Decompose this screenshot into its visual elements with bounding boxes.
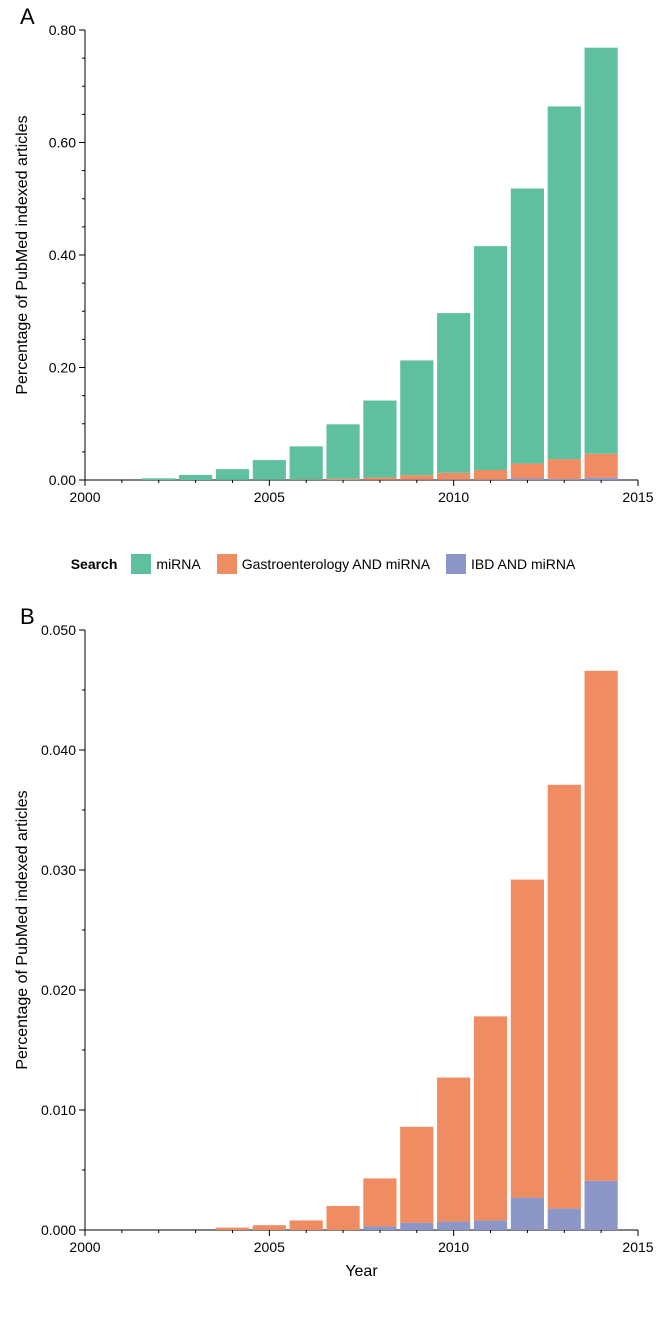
- panel-a-chart: 0.00 0.20 0.40 0.60 0.80 2000 2005 2010 2015 Perc…: [0, 0, 656, 540]
- svg-text:0.000: 0.000: [41, 1222, 76, 1238]
- legend: Search miRNA Gastroenterology AND miRNA …: [0, 540, 656, 600]
- svg-text:2015: 2015: [622, 489, 653, 505]
- legend-swatch-mirna: [131, 554, 151, 574]
- panel-a-label: A: [20, 4, 35, 30]
- legend-item-ibd: IBD AND miRNA: [446, 554, 575, 574]
- svg-text:Year: Year: [345, 1263, 378, 1280]
- panel-b-label: B: [20, 604, 35, 630]
- panel-b-chart: 0.000 0.010 0.020 0.030 0.040 0.050 2000 2005 20…: [0, 600, 656, 1290]
- svg-text:0.030: 0.030: [41, 862, 76, 878]
- legend-swatch-ibd: [446, 554, 466, 574]
- svg-text:2000: 2000: [69, 1239, 100, 1255]
- panel-b: B 0.000 0.010 0.020 0.030 0.040 0.050 2000 2005…: [0, 600, 656, 1290]
- svg-text:0.00: 0.00: [49, 472, 76, 488]
- svg-text:0.020: 0.020: [41, 982, 76, 998]
- legend-label-ibd: IBD AND miRNA: [471, 556, 575, 572]
- svg-text:Percentage of PubMed indexed a: Percentage of PubMed indexed articles: [14, 115, 31, 394]
- svg-text:0.40: 0.40: [49, 247, 76, 263]
- legend-label-gastro: Gastroenterology AND miRNA: [242, 556, 430, 572]
- svg-text:0.60: 0.60: [49, 135, 76, 151]
- panel-a: A 0.00 0.20 0.40 0.60 0.80 2000 2005 2010 2015 Pe…: [0, 0, 656, 540]
- svg-text:2000: 2000: [69, 489, 100, 505]
- legend-item-mirna: miRNA: [131, 554, 200, 574]
- svg-text:0.20: 0.20: [49, 360, 76, 376]
- svg-text:2005: 2005: [254, 489, 285, 505]
- legend-title: Search: [71, 556, 118, 572]
- svg-text:2015: 2015: [622, 1239, 653, 1255]
- svg-text:2010: 2010: [438, 489, 469, 505]
- svg-text:0.010: 0.010: [41, 1102, 76, 1118]
- legend-item-gastro: Gastroenterology AND miRNA: [217, 554, 430, 574]
- svg-text:Percentage of PubMed indexed a: Percentage of PubMed indexed articles: [14, 790, 31, 1069]
- legend-label-mirna: miRNA: [156, 556, 200, 572]
- svg-text:0.80: 0.80: [49, 22, 76, 38]
- legend-swatch-gastro: [217, 554, 237, 574]
- svg-text:0.050: 0.050: [41, 622, 76, 638]
- svg-text:2010: 2010: [438, 1239, 469, 1255]
- svg-text:2005: 2005: [254, 1239, 285, 1255]
- figure-container: A 0.00 0.20 0.40 0.60 0.80 2000 2005 2010 2015 Pe…: [0, 0, 656, 1290]
- svg-text:0.040: 0.040: [41, 742, 76, 758]
